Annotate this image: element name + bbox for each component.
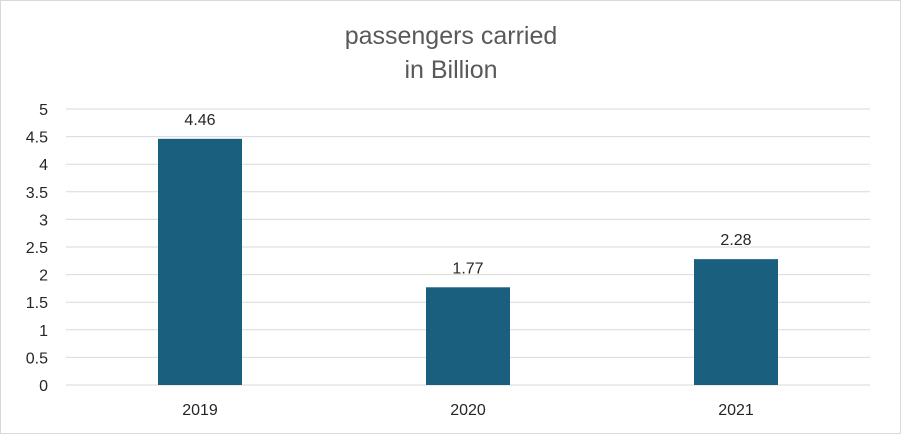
y-axis-ticks: 0 0.5 1 1.5 2 2.5 3 3.5 4 4.5 5: [26, 102, 48, 395]
y-tick-label: 0.5: [26, 350, 48, 367]
x-category-label: 2021: [718, 402, 754, 419]
y-tick-label: 2.5: [26, 240, 48, 257]
bar-2020: [426, 287, 510, 385]
bar-2019: [158, 138, 242, 385]
data-label-2020: 1.77: [452, 260, 483, 277]
x-category-label: 2020: [450, 402, 486, 419]
data-label-2019: 4.46: [184, 112, 215, 129]
bar-2021: [694, 259, 778, 385]
y-tick-label: 2: [39, 268, 48, 285]
y-tick-label: 4.5: [26, 130, 48, 147]
y-tick-label: 5: [39, 102, 48, 119]
x-axis-categories: 2019 2020 2021: [182, 402, 754, 419]
y-tick-label: 0: [39, 378, 48, 395]
chart-title-line-2: in Billion: [404, 56, 497, 84]
y-tick-label: 3.5: [26, 185, 48, 202]
y-tick-label: 3: [39, 212, 48, 229]
data-label-2021: 2.28: [720, 232, 751, 249]
bars: [158, 138, 778, 385]
data-labels: 4.46 1.77 2.28: [184, 112, 751, 277]
y-tick-label: 1: [39, 323, 48, 340]
chart-title-line-1: passengers carried: [345, 22, 558, 50]
y-tick-label: 4: [39, 157, 48, 174]
x-category-label: 2019: [182, 402, 218, 419]
y-tick-label: 1.5: [26, 295, 48, 312]
